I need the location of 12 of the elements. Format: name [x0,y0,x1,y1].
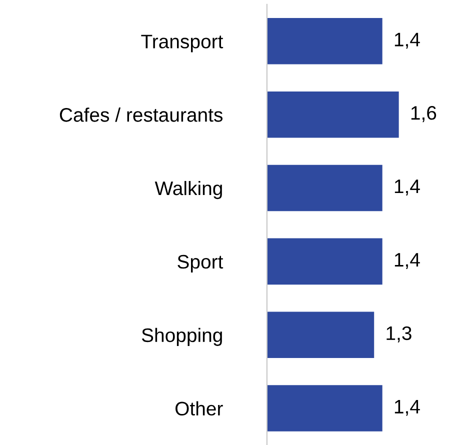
y-tick-label: Cafes / restaurants [60,108,223,122]
data-label: 1,4 [394,180,420,196]
data-label: 1,4 [394,253,420,269]
y-tick-label: Other [175,401,223,416]
y-tick-label: Transport [141,34,224,52]
data-label: 1,4 [394,32,420,49]
data-label: 1,4 [394,400,420,416]
y-tick-label: Walking [154,180,222,200]
y-tick-label: Shopping [142,328,222,346]
data-label: 1,3 [386,326,412,342]
data-label: 1,6 [411,106,436,122]
y-tick-label: Sport [178,254,224,273]
